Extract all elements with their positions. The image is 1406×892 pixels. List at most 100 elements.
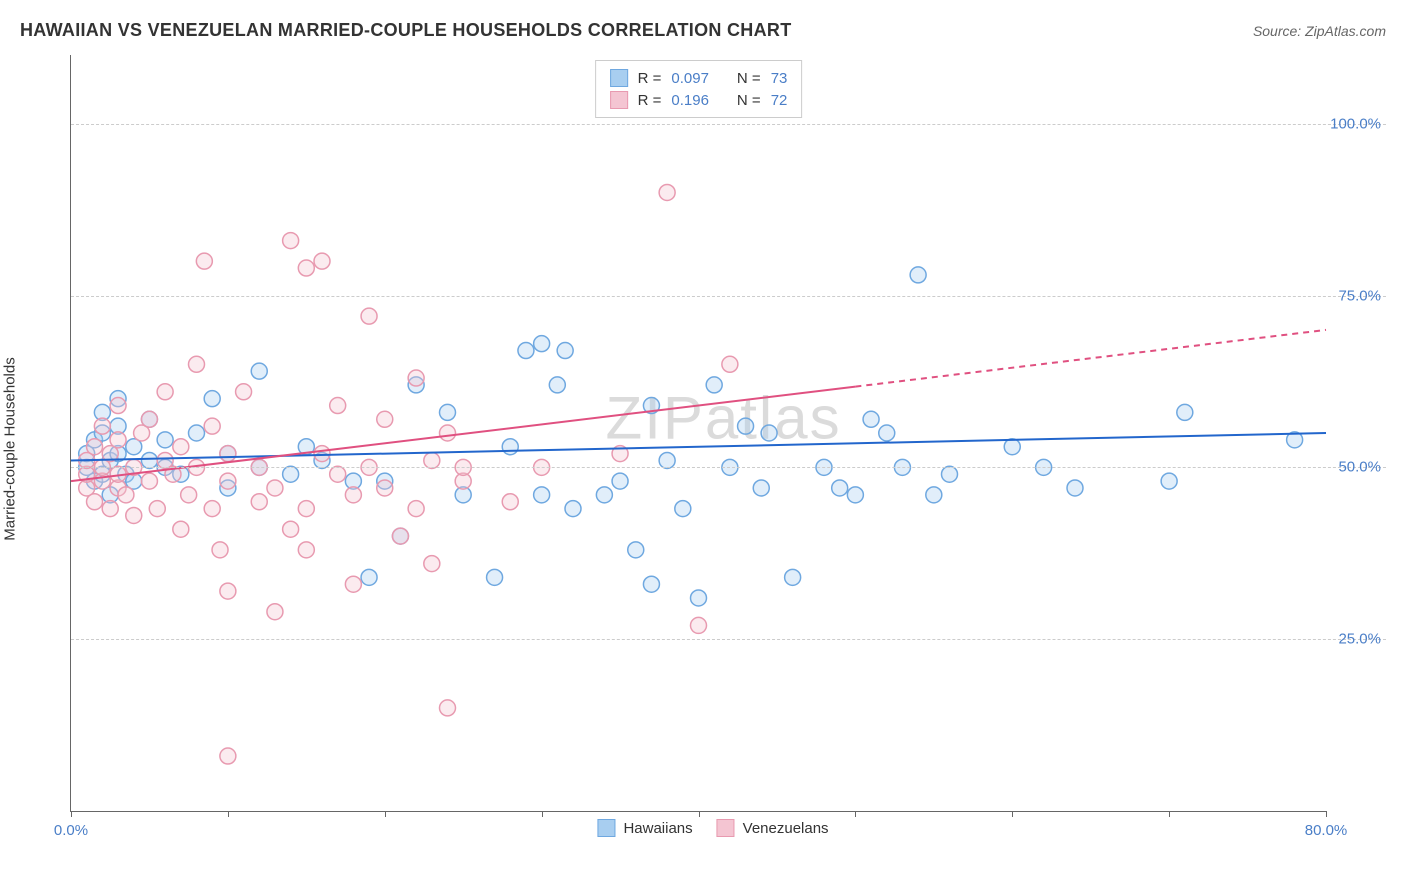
scatter-point	[440, 425, 456, 441]
scatter-point	[298, 542, 314, 558]
regression-line	[71, 433, 1326, 460]
r-label: R =	[638, 70, 662, 87]
scatter-point	[220, 748, 236, 764]
scatter-point	[1067, 480, 1083, 496]
scatter-point	[847, 487, 863, 503]
scatter-point	[314, 446, 330, 462]
scatter-point	[502, 494, 518, 510]
scatter-point	[110, 432, 126, 448]
scatter-point	[314, 253, 330, 269]
scatter-point	[487, 569, 503, 585]
scatter-point	[753, 480, 769, 496]
scatter-point	[87, 439, 103, 455]
scatter-point	[377, 480, 393, 496]
regression-line-dashed	[855, 330, 1326, 387]
scatter-point	[141, 473, 157, 489]
x-tick	[228, 811, 229, 817]
scatter-point	[361, 569, 377, 585]
scatter-point	[110, 398, 126, 414]
swatch-icon	[610, 69, 628, 87]
scatter-point	[220, 583, 236, 599]
scatter-point	[251, 363, 267, 379]
scatter-point	[675, 501, 691, 517]
scatter-point	[761, 425, 777, 441]
scatter-point	[691, 617, 707, 633]
scatter-point	[345, 576, 361, 592]
scatter-point	[196, 253, 212, 269]
x-tick	[385, 811, 386, 817]
swatch-icon	[610, 91, 628, 109]
x-tick-label: 80.0%	[1305, 822, 1348, 839]
plot-area: ZIPatlas R = 0.097 N = 73 R = 0.196 N = …	[70, 55, 1326, 812]
scatter-point	[832, 480, 848, 496]
scatter-point	[141, 452, 157, 468]
corr-legend-row-hawaiians: R = 0.097 N = 73	[610, 67, 788, 89]
scatter-point	[181, 487, 197, 503]
scatter-point	[628, 542, 644, 558]
scatter-point	[157, 432, 173, 448]
scatter-point	[220, 473, 236, 489]
scatter-point	[408, 501, 424, 517]
scatter-point	[102, 501, 118, 517]
scatter-point	[173, 521, 189, 537]
scatter-point	[298, 260, 314, 276]
scatter-point	[141, 411, 157, 427]
scatter-point	[502, 439, 518, 455]
scatter-point	[298, 501, 314, 517]
gridline	[71, 296, 1386, 297]
scatter-point	[659, 184, 675, 200]
scatter-point	[534, 487, 550, 503]
scatter-point	[377, 411, 393, 427]
gridline	[71, 124, 1386, 125]
x-tick	[1326, 811, 1327, 817]
correlation-legend: R = 0.097 N = 73 R = 0.196 N = 72	[595, 60, 803, 118]
scatter-point	[534, 336, 550, 352]
scatter-point	[392, 528, 408, 544]
scatter-point	[204, 501, 220, 517]
scatter-point	[910, 267, 926, 283]
scatter-point	[785, 569, 801, 585]
x-tick	[1012, 811, 1013, 817]
x-tick	[699, 811, 700, 817]
scatter-point	[345, 487, 361, 503]
scatter-point	[942, 466, 958, 482]
scatter-point	[879, 425, 895, 441]
scatter-point	[612, 473, 628, 489]
scatter-point	[440, 700, 456, 716]
scatter-point	[126, 507, 142, 523]
scatter-point	[189, 425, 205, 441]
header: HAWAIIAN VS VENEZUELAN MARRIED-COUPLE HO…	[20, 20, 1386, 41]
scatter-point	[236, 384, 252, 400]
r-label: R =	[638, 92, 662, 109]
scatter-point	[424, 452, 440, 468]
n-label: N =	[737, 70, 761, 87]
scatter-point	[118, 487, 134, 503]
scatter-point	[173, 439, 189, 455]
scatter-point	[863, 411, 879, 427]
scatter-point	[643, 576, 659, 592]
source-citation: Source: ZipAtlas.com	[1253, 23, 1386, 39]
scatter-point	[220, 446, 236, 462]
scatter-point	[283, 466, 299, 482]
chart-title: HAWAIIAN VS VENEZUELAN MARRIED-COUPLE HO…	[20, 20, 791, 41]
scatter-point	[1004, 439, 1020, 455]
scatter-point	[361, 308, 377, 324]
y-tick-label: 75.0%	[1338, 287, 1381, 304]
x-tick	[542, 811, 543, 817]
x-tick	[1169, 811, 1170, 817]
corr-legend-row-venezuelans: R = 0.196 N = 72	[610, 89, 788, 111]
chart-container: Married-couple Households ZIPatlas R = 0…	[40, 55, 1386, 842]
scatter-point	[596, 487, 612, 503]
scatter-point	[212, 542, 228, 558]
scatter-point	[1177, 404, 1193, 420]
r-value: 0.097	[671, 70, 709, 87]
n-value: 73	[771, 70, 788, 87]
scatter-point	[706, 377, 722, 393]
scatter-point	[267, 480, 283, 496]
n-label: N =	[737, 92, 761, 109]
scatter-point	[549, 377, 565, 393]
scatter-plot-svg	[71, 55, 1326, 811]
series-legend: Hawaiians Venezuelans	[597, 819, 828, 837]
scatter-point	[659, 452, 675, 468]
y-axis-label: Married-couple Households	[2, 357, 19, 540]
